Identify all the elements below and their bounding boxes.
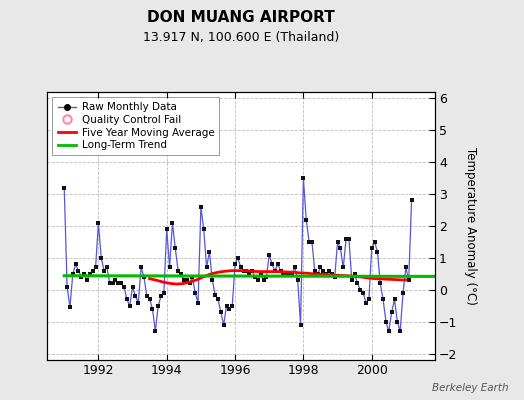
Y-axis label: Temperature Anomaly (°C): Temperature Anomaly (°C) — [464, 147, 477, 305]
Legend: Raw Monthly Data, Quality Control Fail, Five Year Moving Average, Long-Term Tren: Raw Monthly Data, Quality Control Fail, … — [52, 97, 220, 156]
Text: Berkeley Earth: Berkeley Earth — [432, 383, 508, 393]
Text: DON MUANG AIRPORT: DON MUANG AIRPORT — [147, 10, 335, 26]
Text: 13.917 N, 100.600 E (Thailand): 13.917 N, 100.600 E (Thailand) — [143, 32, 339, 44]
